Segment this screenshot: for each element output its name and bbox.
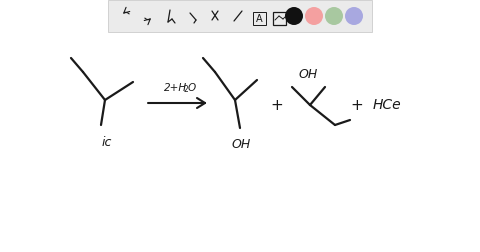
Text: O: O <box>188 83 196 93</box>
Text: ic: ic <box>102 136 112 148</box>
Text: HCe: HCe <box>372 98 401 112</box>
Bar <box>253 12 266 25</box>
Text: 2+H: 2+H <box>165 83 188 93</box>
Text: +: + <box>271 98 283 112</box>
Text: +: + <box>350 98 363 112</box>
Bar <box>273 12 286 25</box>
Text: 2: 2 <box>184 85 188 94</box>
Circle shape <box>285 7 303 25</box>
Bar <box>108 0 372 32</box>
Text: OH: OH <box>231 138 251 150</box>
Text: A: A <box>256 14 263 23</box>
Circle shape <box>305 7 323 25</box>
Text: OH: OH <box>299 69 318 81</box>
Circle shape <box>325 7 343 25</box>
Circle shape <box>345 7 363 25</box>
